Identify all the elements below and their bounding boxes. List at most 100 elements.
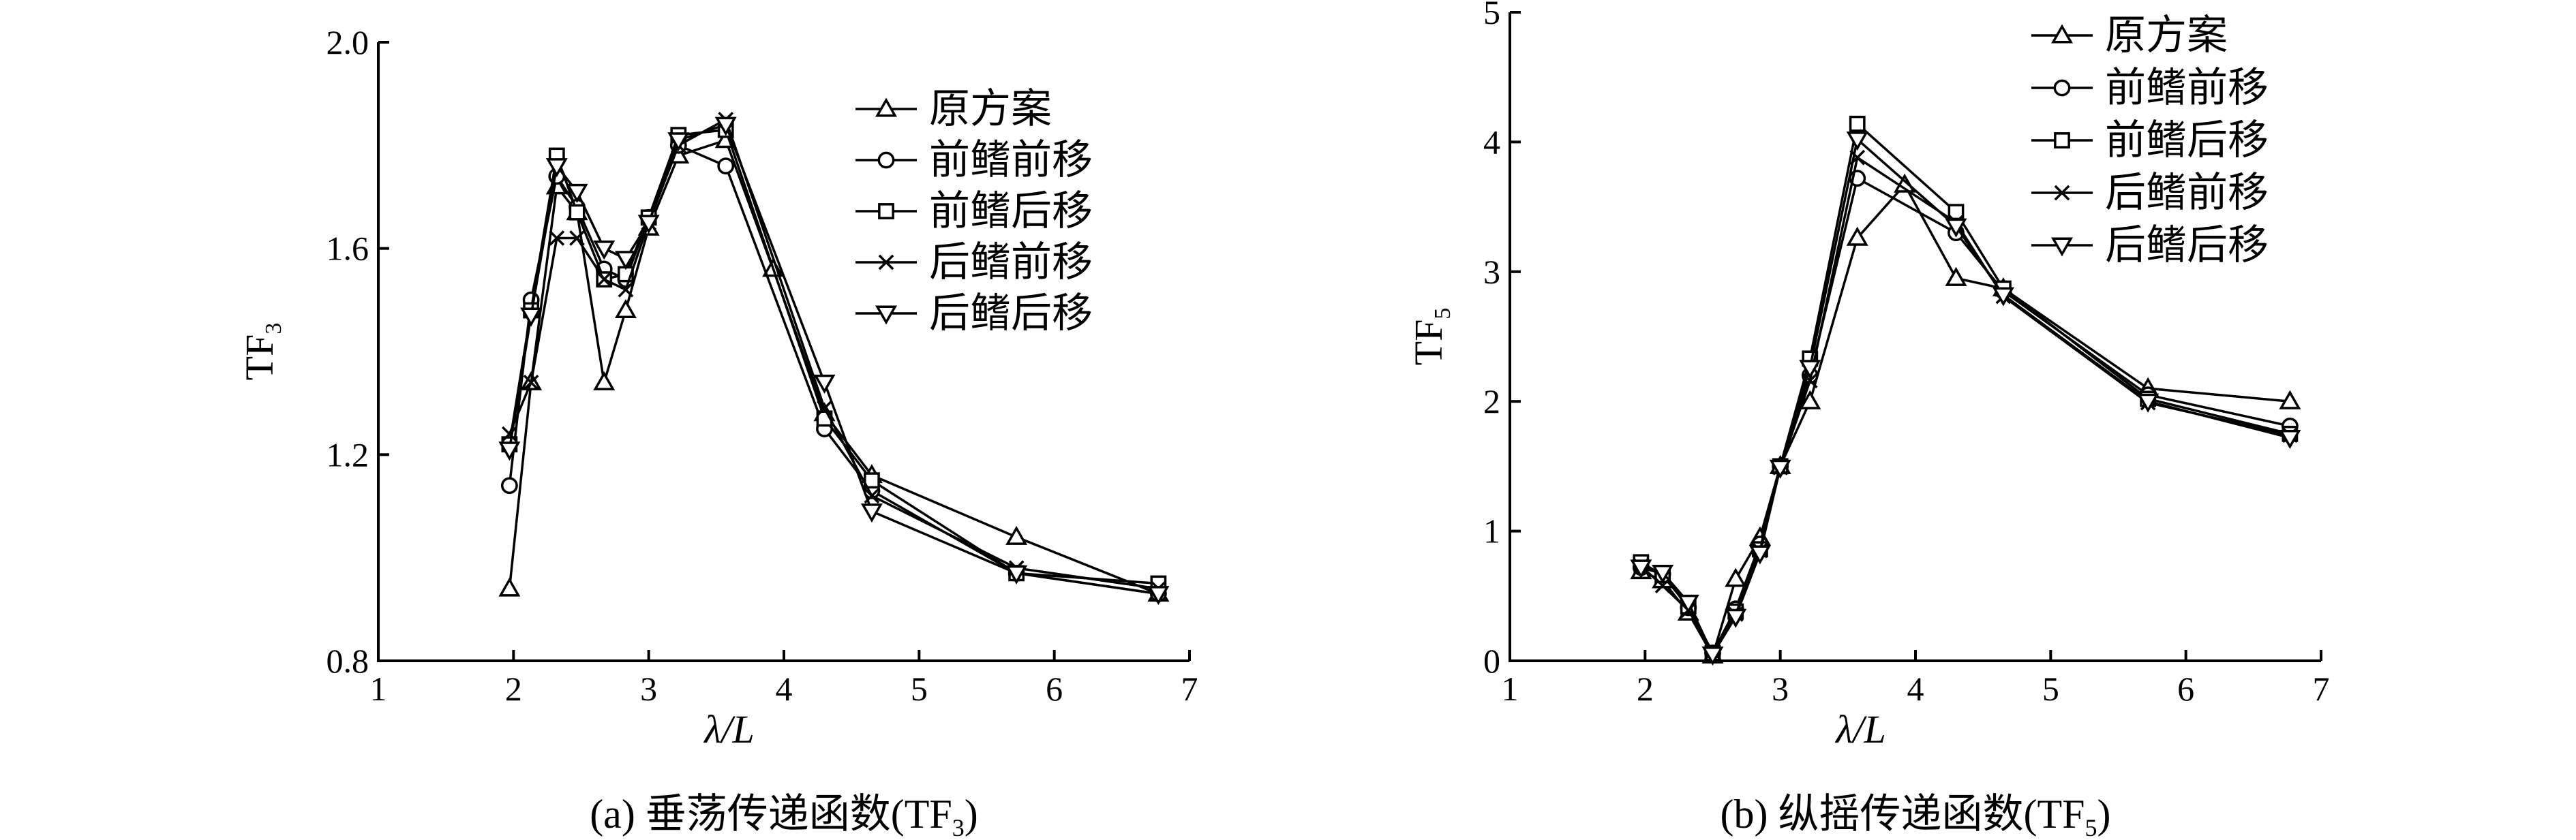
data-point — [1846, 131, 1868, 151]
data-point — [502, 426, 517, 442]
x-tick-label: 6 — [2177, 670, 2194, 708]
series-5 — [498, 116, 1170, 606]
data-point — [1748, 545, 1771, 565]
data-point — [545, 158, 568, 178]
data-point — [500, 477, 518, 495]
data-point — [817, 400, 832, 416]
legend-marker — [875, 97, 898, 117]
data-point — [1630, 559, 1652, 579]
x-tick-label: 3 — [1772, 670, 1789, 708]
data-point — [2137, 393, 2160, 413]
y-tick-label: 0 — [1483, 642, 1500, 680]
data-point — [520, 307, 543, 327]
data-point — [864, 472, 880, 489]
data-point — [1005, 525, 1028, 545]
data-point — [566, 183, 588, 203]
data-point — [667, 132, 690, 152]
data-point — [569, 230, 585, 246]
x-tick-label: 2 — [1637, 670, 1654, 708]
data-point — [614, 251, 637, 270]
legend-item: 前鳍后移 — [855, 189, 1093, 234]
data-point — [1846, 226, 1868, 246]
legend-label: 前鳍前移 — [929, 138, 1093, 183]
legend-marker — [2053, 79, 2071, 97]
series-4 — [502, 112, 1166, 597]
legend-item: 后鳍后移 — [2031, 223, 2269, 268]
legend-marker — [2050, 237, 2074, 257]
legend-item: 后鳍前移 — [855, 240, 1093, 285]
data-point — [1725, 608, 1747, 628]
data-point — [1147, 586, 1170, 606]
legend-item: 原方案 — [2031, 13, 2228, 58]
legend-item: 后鳍前移 — [2031, 170, 2269, 215]
data-point — [813, 374, 836, 394]
data-point — [596, 271, 612, 287]
y-tick-label: 1.2 — [327, 435, 369, 473]
panel-b-pitch-chart: 1 2 3 4 5 6 7012345λ/LTF5原方案前鳍前移前鳍后移后鳍前移后鳍后移(b… — [1406, 0, 2330, 840]
data-point — [1677, 594, 1699, 614]
data-point — [1992, 287, 2014, 307]
data-point — [1849, 115, 1866, 132]
data-point — [2279, 430, 2301, 450]
legend-item: 后鳍后移 — [855, 291, 1093, 336]
y-tick-label: 2.0 — [327, 23, 369, 61]
legend-item: 前鳍前移 — [2031, 65, 2269, 110]
legend-marker — [2054, 132, 2070, 149]
data-point — [1005, 565, 1028, 585]
data-point — [1725, 567, 1747, 587]
legend-item: 前鳍前移 — [855, 138, 1093, 183]
x-tick-label: 2 — [505, 670, 522, 708]
legend-marker — [2054, 185, 2070, 201]
x-tick-label: 4 — [776, 670, 793, 708]
data-point — [2279, 390, 2301, 409]
x-tick-label: 1 — [1502, 670, 1519, 708]
x-tick-label: 5 — [911, 670, 928, 708]
figure-caption: (a) 垂荡传递函数(TF3) — [590, 792, 978, 840]
axes — [377, 42, 1189, 662]
legend-marker — [878, 203, 894, 219]
y-tick-label: 4 — [1483, 123, 1500, 161]
data-point — [618, 281, 634, 298]
x-tick-label: 5 — [2042, 670, 2059, 708]
x-tick-label: 6 — [1046, 670, 1063, 708]
legend-label: 后鳍前移 — [929, 240, 1093, 285]
x-tick-label: 7 — [1181, 670, 1198, 708]
data-point — [637, 215, 660, 234]
legend-label: 后鳍后移 — [929, 291, 1093, 336]
legend-label: 前鳍后移 — [2105, 118, 2269, 163]
x-tick-label: 1 — [370, 670, 387, 708]
series-5 — [1630, 131, 2301, 666]
y-tick-label: 1.6 — [327, 230, 369, 268]
x-tick-label: 7 — [2313, 670, 2330, 708]
data-point — [1945, 218, 1967, 238]
data-point — [614, 298, 637, 318]
x-tick-label: 4 — [1907, 670, 1924, 708]
legend-item: 前鳍后移 — [2031, 118, 2269, 163]
x-axis-label: λ/L — [703, 707, 755, 751]
legend-label: 后鳍后移 — [2105, 223, 2269, 268]
y-tick-label: 5 — [1483, 0, 1500, 31]
data-point — [1769, 459, 1791, 479]
legend-marker — [878, 254, 894, 270]
legend-label: 原方案 — [2105, 13, 2228, 58]
data-point — [498, 441, 521, 461]
x-axis-label: λ/L — [1834, 707, 1886, 751]
x-tick-label: 3 — [640, 670, 657, 708]
legend-item: 原方案 — [855, 87, 1052, 131]
data-point — [1652, 565, 1674, 585]
y-axis-label: TF3 — [237, 323, 286, 381]
legend-label: 前鳍后移 — [929, 189, 1093, 234]
data-point — [717, 157, 735, 175]
data-point — [1654, 578, 1671, 593]
data-point — [1799, 360, 1821, 379]
legend-marker — [877, 151, 895, 169]
data-point — [549, 230, 565, 246]
data-point — [714, 116, 737, 136]
data-point — [593, 371, 616, 390]
data-point — [1701, 646, 1724, 666]
legend-label: 前鳍前移 — [2105, 65, 2269, 110]
data-point — [1799, 390, 1821, 409]
data-point — [498, 577, 521, 597]
y-tick-label: 0.8 — [327, 642, 369, 680]
